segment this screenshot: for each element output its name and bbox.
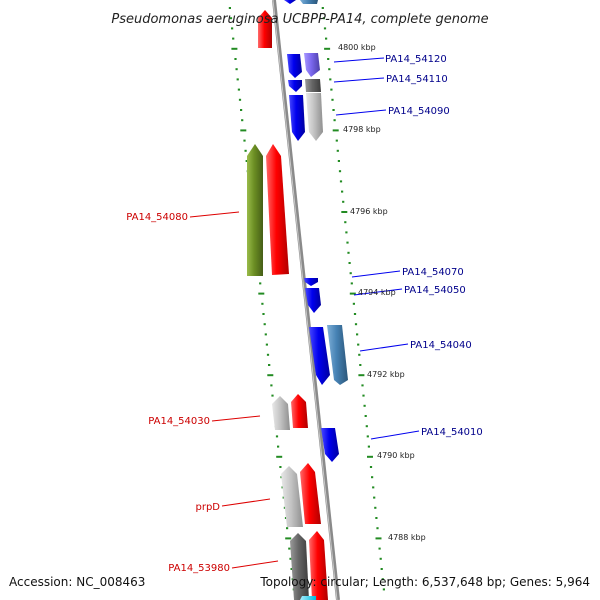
- kbp-tick-label: 4794 kbp: [358, 288, 396, 297]
- gene-feature[interactable]: [289, 95, 305, 141]
- topology-text: Topology: circular; Length: 6,537,648 bp…: [259, 575, 590, 589]
- kbp-tick-label: 4796 kbp: [350, 207, 388, 216]
- gene-label[interactable]: PA14_54110: [386, 74, 448, 85]
- gene-feature[interactable]: [305, 79, 321, 92]
- gene-feature[interactable]: [247, 144, 263, 276]
- genome-backbone: [272, 0, 340, 600]
- gene-labels-right: PA14_54120 PA14_54110 PA14_54090 PA14_54…: [385, 54, 483, 438]
- kbp-tick-label: 4800 kbp: [338, 43, 376, 52]
- kbp-tick-label: 4792 kbp: [367, 370, 405, 379]
- gene-feature[interactable]: [321, 428, 339, 462]
- gene-feature[interactable]: [309, 531, 328, 600]
- gene-label[interactable]: PA14_54120: [385, 54, 447, 65]
- genes-reverse: [284, 0, 348, 600]
- gene-feature[interactable]: [287, 54, 302, 78]
- gene-feature[interactable]: [327, 325, 348, 385]
- gene-feature[interactable]: [266, 144, 289, 275]
- leader-lines: [189, 57, 420, 569]
- gene-feature[interactable]: [300, 596, 316, 600]
- gene-feature[interactable]: [281, 466, 303, 527]
- gene-labels-left: PA14_54080 PA14_54030 prpD PA14_53980: [126, 212, 230, 574]
- gene-feature[interactable]: [304, 278, 318, 286]
- gene-label[interactable]: PA14_54040: [410, 340, 472, 351]
- gene-feature[interactable]: [300, 0, 318, 4]
- gene-feature[interactable]: [288, 80, 302, 92]
- gene-label[interactable]: PA14_54090: [388, 106, 450, 117]
- gene-feature[interactable]: [304, 53, 320, 77]
- gene-label[interactable]: prpD: [195, 502, 220, 513]
- right-tick-track: [321, 7, 385, 591]
- map-title: Pseudomonas aeruginosa UCBPP-PA14, compl…: [111, 12, 488, 27]
- gene-feature[interactable]: [305, 288, 321, 313]
- genome-backbone-highlight: [272, 0, 338, 600]
- genes-forward: [247, 10, 328, 600]
- gene-label[interactable]: PA14_54010: [421, 427, 483, 438]
- gene-feature[interactable]: [306, 93, 323, 141]
- gene-label[interactable]: PA14_53980: [168, 563, 230, 574]
- gene-feature[interactable]: [291, 394, 308, 428]
- kbp-tick-label: 4790 kbp: [377, 451, 415, 460]
- kbp-tick-label: 4798 kbp: [343, 125, 381, 134]
- gene-feature[interactable]: [309, 327, 330, 385]
- kbp-tick-labels: 4800 kbp 4798 kbp 4796 kbp 4794 kbp 4792…: [338, 43, 426, 542]
- gene-feature[interactable]: [272, 396, 290, 430]
- gene-label[interactable]: PA14_54030: [148, 416, 210, 427]
- gene-feature[interactable]: [258, 10, 272, 48]
- gene-label[interactable]: PA14_54070: [402, 267, 464, 278]
- gene-label[interactable]: PA14_54080: [126, 212, 188, 223]
- gene-feature[interactable]: [290, 533, 309, 600]
- gene-feature[interactable]: [284, 0, 296, 4]
- gene-label[interactable]: PA14_54050: [404, 285, 466, 296]
- accession-text: Accession: NC_008463: [9, 575, 145, 589]
- gene-feature[interactable]: [300, 463, 321, 524]
- kbp-tick-label: 4788 kbp: [388, 533, 426, 542]
